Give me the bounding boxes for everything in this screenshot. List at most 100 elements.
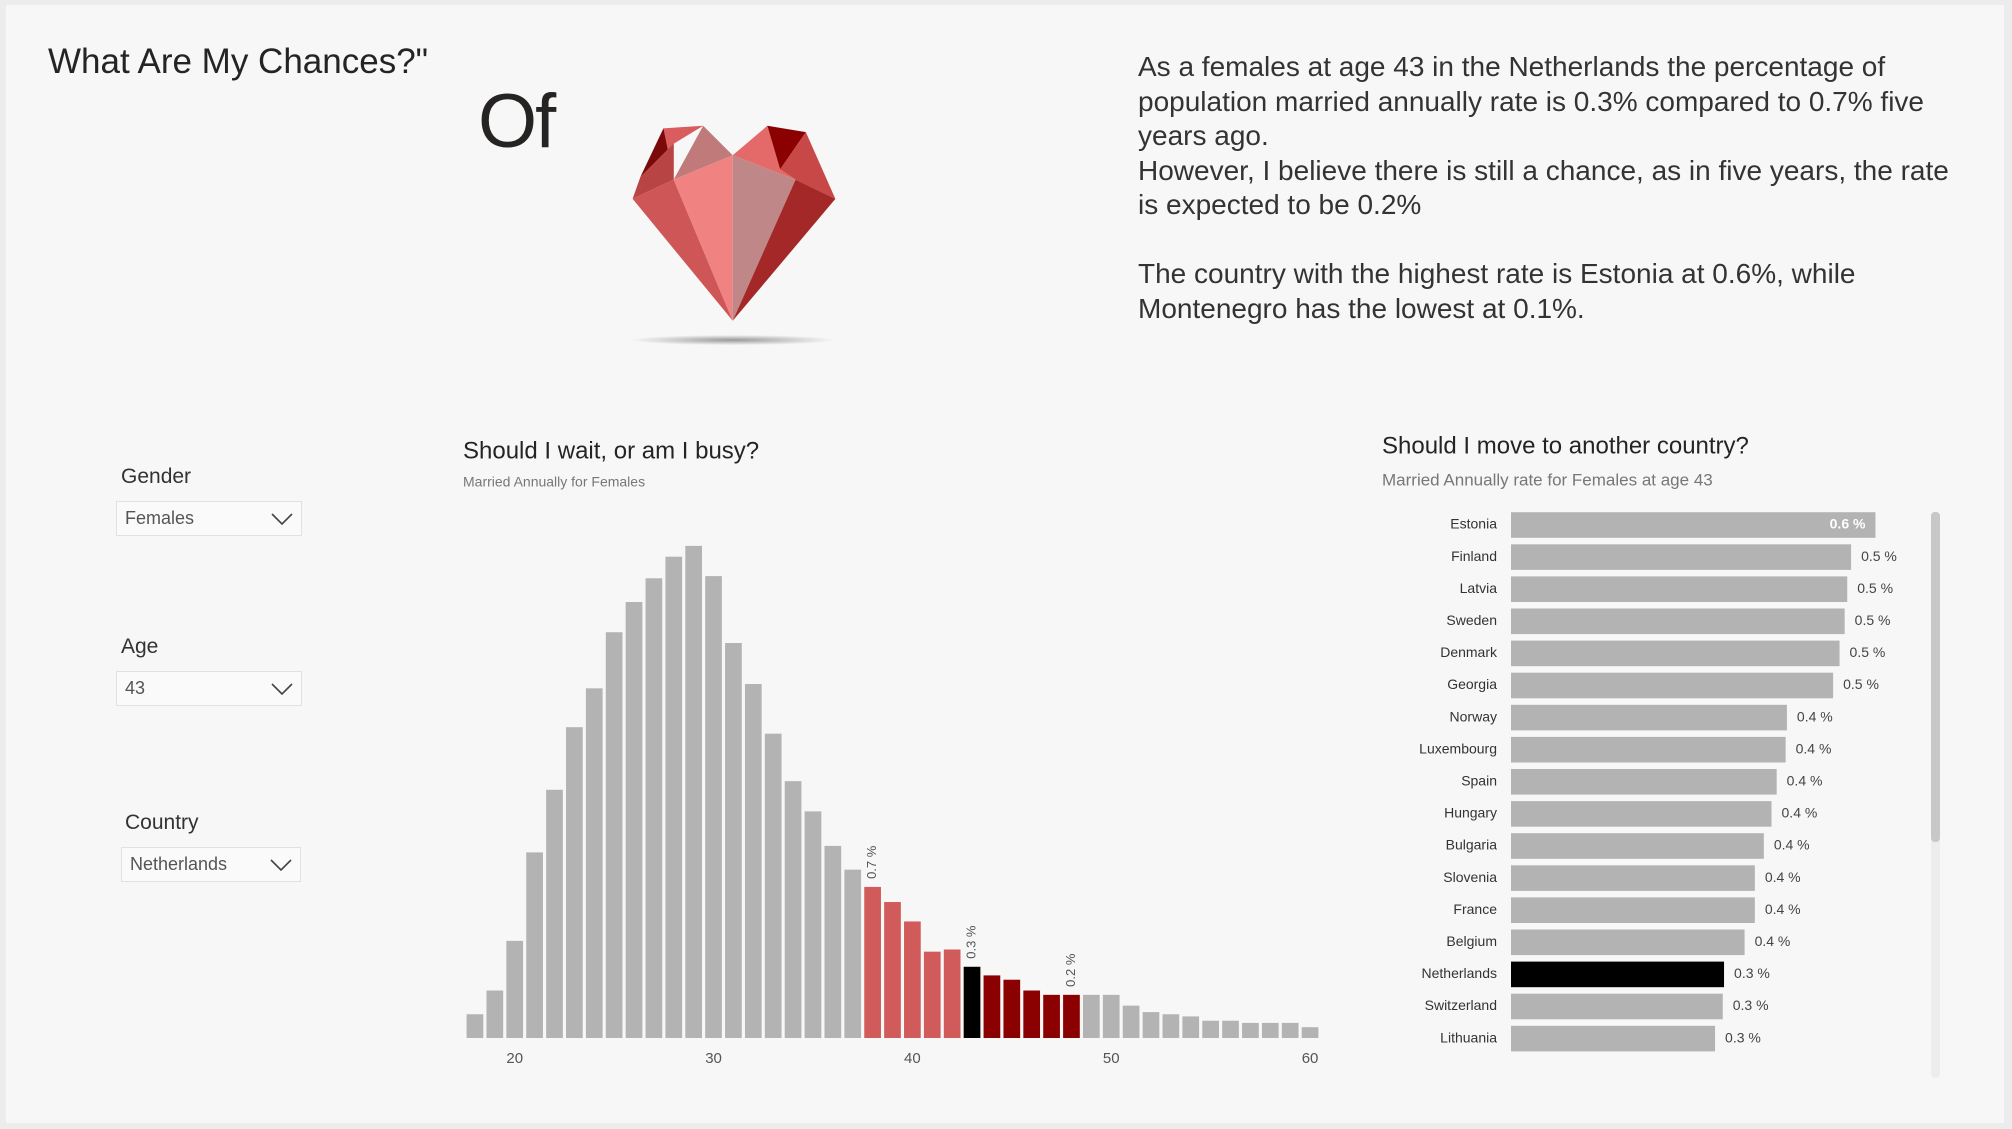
data-label: 0.3 % <box>1733 997 1769 1013</box>
x-tick-label: 20 <box>506 1050 523 1067</box>
bar <box>645 578 663 1038</box>
bar <box>884 902 901 1038</box>
summary-paragraph: As a females at age 43 in the Netherland… <box>1138 51 1924 151</box>
chart-title: Should I move to another country? <box>1382 432 1749 459</box>
bar <box>466 1014 484 1038</box>
bar <box>904 921 921 1038</box>
bar <box>605 632 623 1038</box>
bar <box>804 811 822 1038</box>
bar <box>625 602 643 1038</box>
bar <box>983 975 1001 1038</box>
dropdown-value: Females <box>125 508 195 528</box>
bar <box>1511 993 1723 1020</box>
bar <box>1222 1020 1239 1038</box>
dropdown[interactable]: 43 <box>116 671 302 706</box>
data-label: 0.4 % <box>1782 805 1818 821</box>
bar <box>1511 769 1777 795</box>
bar <box>1003 979 1021 1038</box>
filter-label: Country <box>125 811 199 834</box>
title: What Are My Chances?" <box>48 42 429 81</box>
bar <box>1511 608 1845 635</box>
bar <box>1511 704 1787 731</box>
bar <box>943 949 961 1038</box>
bar <box>725 643 742 1038</box>
bar <box>744 684 762 1038</box>
y-tick-label: Sweden <box>1446 612 1497 628</box>
dropdown-value: Netherlands <box>130 854 228 874</box>
x-tick-label: 50 <box>1103 1050 1120 1067</box>
chart-title: Should I wait, or am I busy? <box>463 437 759 464</box>
y-tick-label: Lithuania <box>1440 1029 1497 1045</box>
summary: As a females at age 43 in the Netherland… <box>1138 50 1968 326</box>
bar <box>1202 1020 1219 1038</box>
bar <box>585 688 603 1038</box>
data-label: 0.3 % <box>1734 965 1770 981</box>
y-tick-label: Slovenia <box>1443 869 1497 885</box>
bar <box>1511 801 1772 827</box>
y-tick-label: Belgium <box>1446 933 1497 949</box>
chart-subtitle: Married Annually for Females <box>463 474 645 490</box>
summary-paragraph: However, I believe there is still a chan… <box>1138 154 1949 221</box>
filter-label: Gender <box>121 465 192 488</box>
summary-paragraph: The country with the highest rate is Est… <box>1138 258 1856 324</box>
bar <box>1023 990 1041 1038</box>
data-label: 0.3 % <box>963 925 978 959</box>
dropdown[interactable]: Females <box>116 501 302 536</box>
data-label: 0.4 % <box>1797 708 1833 724</box>
chevron <box>271 513 293 525</box>
data-label: 0.4 % <box>1796 740 1832 756</box>
y-tick-label: France <box>1453 901 1497 917</box>
bar <box>1511 833 1764 859</box>
bar <box>1511 512 1876 538</box>
bar <box>1511 865 1755 891</box>
y-tick-label: Bulgaria <box>1446 837 1498 853</box>
bar <box>1063 994 1080 1038</box>
data-label: 0.5 % <box>1850 644 1886 660</box>
bar <box>1511 672 1834 699</box>
data-label: 0.4 % <box>1765 869 1801 885</box>
y-tick-label: Finland <box>1451 548 1497 564</box>
bar <box>1511 640 1840 667</box>
filter-label: Age <box>121 635 159 658</box>
bar <box>1182 1016 1200 1038</box>
data-label: 0.5 % <box>1855 612 1891 628</box>
bar <box>1511 897 1755 923</box>
data-label: 0.5 % <box>1843 676 1879 692</box>
bar <box>1162 1014 1180 1038</box>
x-tick-label: 60 <box>1302 1050 1319 1067</box>
bar <box>1511 961 1725 988</box>
x-tick-label: 40 <box>904 1050 921 1067</box>
y-tick-label: Estonia <box>1450 516 1497 532</box>
y-tick-label: Latvia <box>1460 580 1498 596</box>
scrollbar-thumb[interactable] <box>1931 512 1940 842</box>
data-label: 0.4 % <box>1774 837 1810 853</box>
data-label: 0.4 % <box>1787 773 1823 789</box>
y-tick-label: Netherlands <box>1422 965 1498 981</box>
y-tick-label: Georgia <box>1447 676 1497 692</box>
of-text: Of <box>478 79 556 164</box>
bar <box>546 789 563 1038</box>
y-tick-label: Norway <box>1450 708 1497 724</box>
bar <box>864 886 881 1038</box>
bar <box>1511 929 1745 956</box>
dropdown[interactable]: Netherlands <box>121 847 301 882</box>
bar <box>963 966 981 1038</box>
bar <box>685 545 703 1038</box>
bar <box>1242 1022 1259 1038</box>
bar <box>566 727 583 1038</box>
y-tick-label: Denmark <box>1440 644 1498 660</box>
bar <box>1281 1022 1299 1038</box>
data-label: 0.5 % <box>1861 548 1897 564</box>
data-label: 0.6 % <box>1830 516 1866 532</box>
bar <box>844 869 862 1038</box>
data-label: 0.4 % <box>1765 901 1801 917</box>
chart-subtitle: Married Annually rate for Females at age… <box>1382 470 1713 489</box>
x-tick-label: 30 <box>705 1050 722 1067</box>
bar <box>1301 1027 1319 1038</box>
bar <box>764 733 782 1038</box>
heart <box>630 125 836 346</box>
bar <box>1082 994 1100 1038</box>
bar <box>1043 994 1060 1038</box>
bar <box>506 940 524 1038</box>
